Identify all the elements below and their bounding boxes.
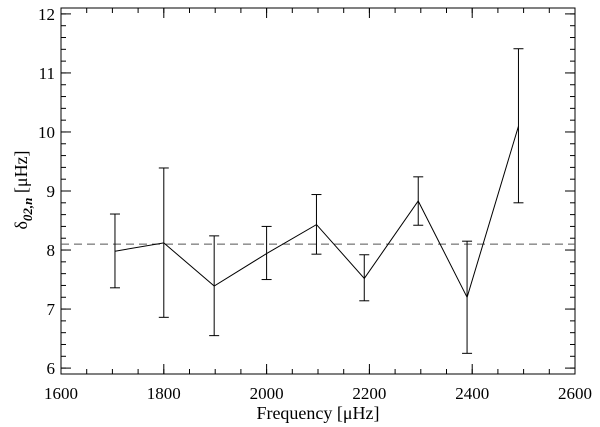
y-tick-label: 9 — [47, 182, 56, 201]
y-tick-label: 11 — [39, 64, 55, 83]
y-tick-labels: 6 7 8 9 10 11 12 — [38, 5, 56, 378]
plot-frame — [60, 7, 576, 375]
x-tick-label: 2000 — [250, 384, 284, 403]
y-axis-unit: [μHz] — [11, 150, 31, 197]
y-axis-title: δ02,n [μHz] — [11, 150, 35, 229]
y-axis-subscript: 02,n — [20, 198, 35, 221]
x-axis-title: Frequency [μHz] — [256, 403, 379, 423]
x-tick-label: 2200 — [352, 384, 386, 403]
y-axis-symbol: δ — [11, 221, 31, 229]
x-tick-label: 2600 — [558, 384, 592, 403]
x-tick-labels: 1600 1800 2000 2200 2400 2600 — [44, 384, 592, 403]
y-tick-label: 7 — [47, 300, 56, 319]
x-tick-label: 2400 — [455, 384, 489, 403]
y-tick-label: 12 — [38, 5, 55, 24]
y-tick-label: 8 — [47, 241, 56, 260]
minor-ticks — [60, 8, 576, 374]
y-tick-label: 10 — [38, 123, 55, 142]
x-tick-label: 1600 — [44, 384, 78, 403]
error-bars — [109, 48, 524, 354]
series-line — [114, 125, 519, 299]
major-ticks — [60, 8, 576, 374]
x-tick-label: 1800 — [147, 384, 181, 403]
y-tick-label: 6 — [47, 359, 56, 378]
